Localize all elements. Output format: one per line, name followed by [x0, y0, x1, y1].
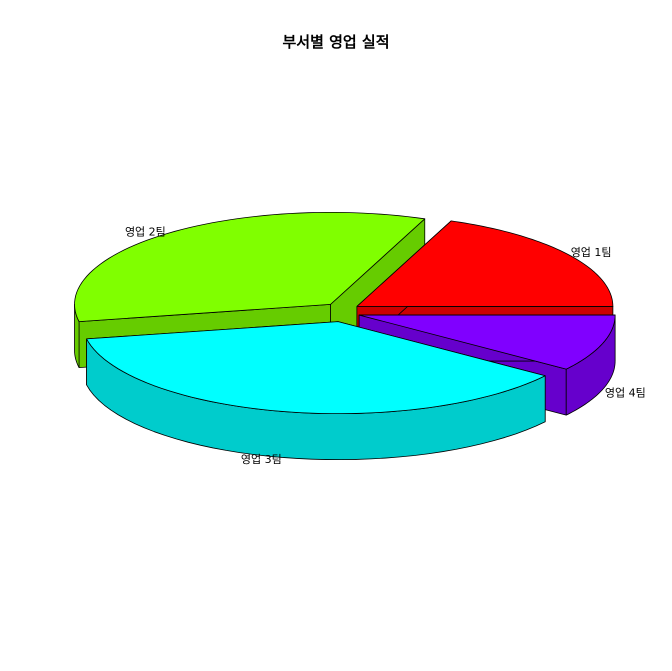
pie-slice-label: 영업 4팀: [605, 387, 646, 400]
chart-title: 부서별 영업 실적: [282, 33, 389, 51]
pie-slice-top: [74, 211, 426, 323]
pie-slices: [74, 211, 616, 461]
pie-slice-top: [358, 314, 616, 370]
pie-slice-label: 영업 3팀: [241, 453, 282, 466]
pie-slice-top: [356, 220, 614, 307]
pie-slice-top: [86, 321, 546, 415]
pie-slice-label: 영업 1팀: [571, 246, 612, 259]
pie-slice: [86, 321, 546, 461]
pie-slice-label: 영업 2팀: [125, 225, 166, 238]
